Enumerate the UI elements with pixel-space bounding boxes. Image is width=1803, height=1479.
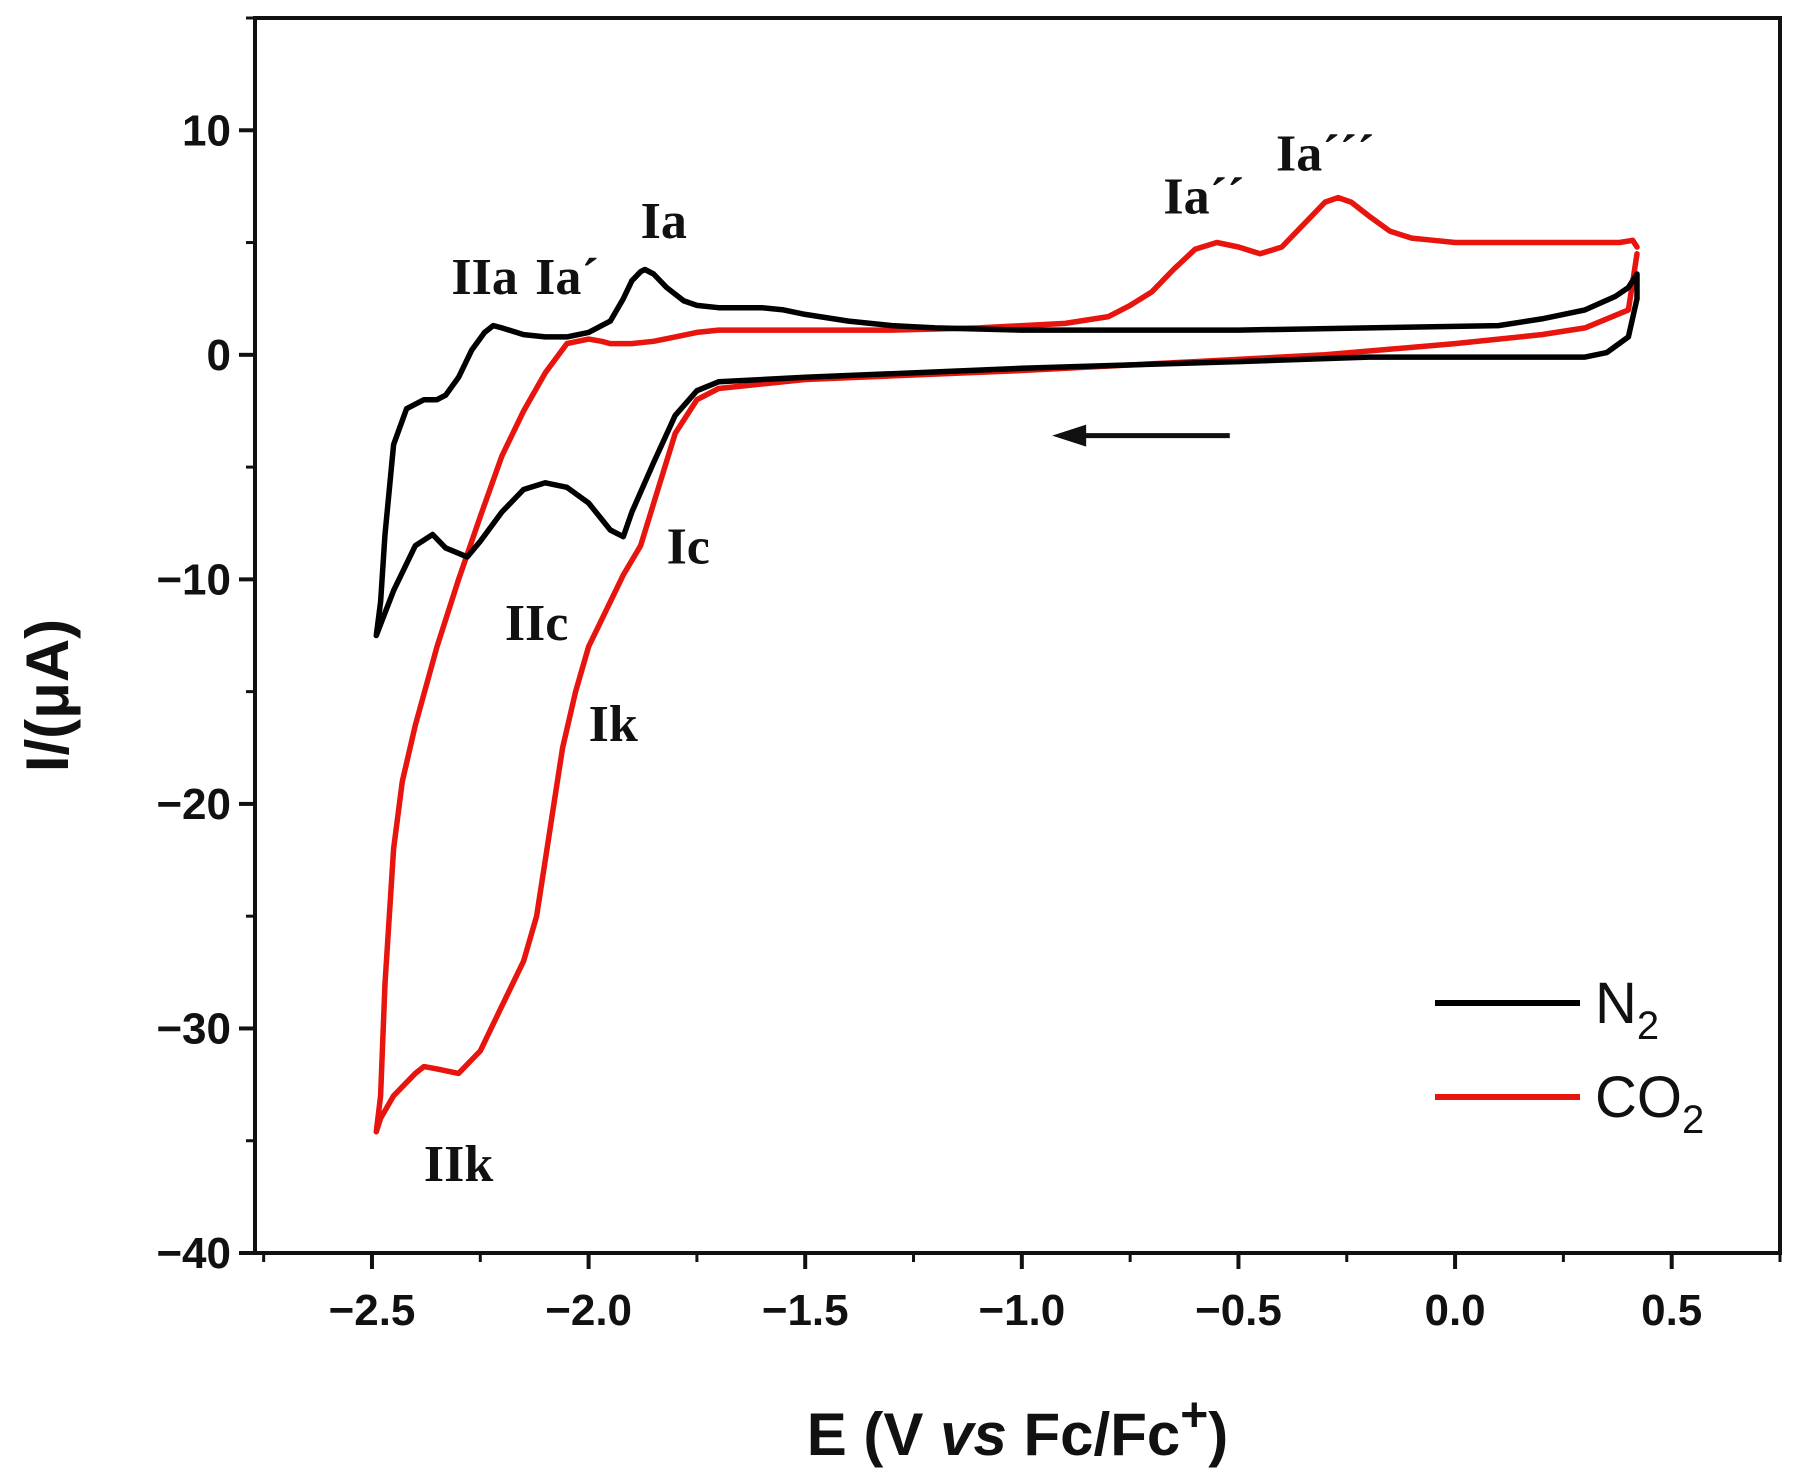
x-tick-label: −2.5 — [329, 1286, 416, 1335]
x-tick-label: −2.0 — [545, 1286, 632, 1335]
plot-frame — [253, 16, 1782, 1255]
x-tick-label: −1.0 — [978, 1286, 1065, 1335]
peak-label: Ia´´´ — [1276, 126, 1374, 183]
x-axis-title: E (V vs Fc/Fc+) — [807, 1389, 1229, 1468]
peak-label: IIk — [424, 1136, 493, 1193]
y-tick-label: 10 — [182, 106, 231, 155]
peak-label: IIc — [505, 595, 569, 652]
series-layer — [373, 194, 1640, 1135]
x-tick-label: 0.5 — [1641, 1286, 1702, 1335]
x-tick-label: −1.5 — [762, 1286, 849, 1335]
y-tick-label: −40 — [156, 1229, 231, 1278]
series-line-co2 — [373, 194, 1640, 1135]
scan-direction-arrow-group — [1052, 424, 1230, 447]
y-tick-label: −30 — [156, 1004, 231, 1053]
peak-label: IIa — [451, 249, 517, 306]
y-tick-label: −20 — [156, 780, 231, 829]
y-axis-ticks: 10 0 −10 −20 −30 −40 — [156, 16, 255, 1278]
peak-label: Ia´ — [535, 249, 599, 306]
x-tick-label: 0.0 — [1424, 1286, 1485, 1335]
y-tick-label: −10 — [156, 555, 231, 604]
legend-label-n2: N2 — [1595, 971, 1659, 1048]
peak-label: Ia — [641, 193, 687, 250]
scan-arrow-head — [1052, 424, 1087, 447]
y-tick-label: 0 — [207, 331, 231, 380]
series-line-n2 — [373, 266, 1640, 639]
x-axis-ticks: −2.5 −2.0 −1.5 −1.0 −0.5 0.0 0.5 — [262, 1253, 1782, 1335]
peak-label: Ic — [667, 519, 710, 576]
x-tick-label: −0.5 — [1195, 1286, 1282, 1335]
legend-label-co2: CO2 — [1595, 1065, 1704, 1142]
peak-label: Ia´´ — [1163, 168, 1244, 225]
y-axis-title: I/(μA) — [14, 619, 81, 772]
annotation-layer: Ia Ia´ IIa Ia´´ Ia´´´ Ic IIc Ik IIk — [424, 126, 1374, 1193]
peak-label: Ik — [589, 696, 638, 753]
